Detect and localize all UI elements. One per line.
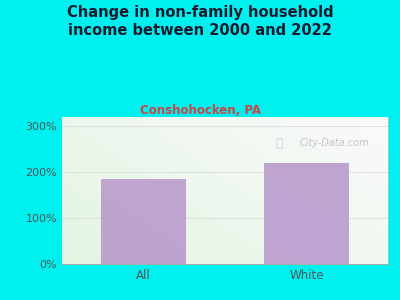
Text: ⓘ: ⓘ xyxy=(275,137,282,150)
Text: Conshohocken, PA: Conshohocken, PA xyxy=(140,103,260,116)
Bar xyxy=(101,179,186,264)
Text: City-Data.com: City-Data.com xyxy=(300,139,370,148)
Text: Change in non-family household
income between 2000 and 2022: Change in non-family household income be… xyxy=(67,4,333,38)
Bar xyxy=(264,163,349,264)
